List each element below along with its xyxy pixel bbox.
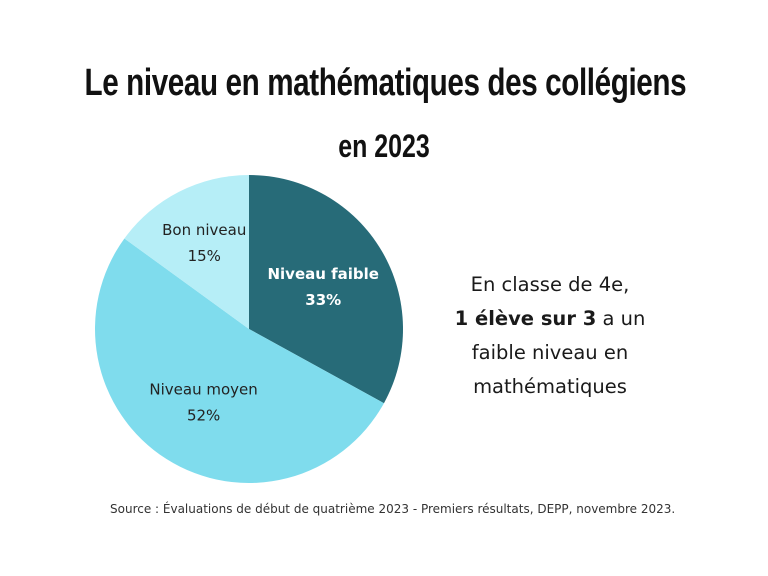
pie-slice-niveau-faible: [249, 175, 404, 404]
callout-text: En classe de 4e, 1 élève sur 3 a un faib…: [430, 268, 670, 404]
source-note: Source : Évaluations de début de quatriè…: [110, 502, 676, 516]
slice-label: Niveau faible: [267, 265, 379, 283]
callout-line-4: mathématiques: [473, 375, 627, 398]
pie-slice-bon-niveau: [124, 175, 249, 329]
callout-highlight: 1 élève sur 3: [454, 307, 597, 330]
chart-subtitle: en 2023: [338, 128, 430, 164]
callout-line-3: faible niveau en: [471, 341, 629, 364]
slice-value-label: 15%: [188, 247, 221, 265]
chart-title: Le niveau en mathématiques des collégien…: [84, 62, 687, 104]
pie-slice-niveau-moyen: [95, 238, 384, 484]
slice-label: Niveau moyen: [149, 381, 257, 399]
slice-value-label: 33%: [305, 291, 341, 309]
callout-line-1: En classe de 4e,: [470, 273, 630, 296]
callout-line-2-rest: a un: [596, 307, 646, 330]
callout-line-2: 1 élève sur 3 a un: [430, 302, 670, 336]
slice-label: Bon niveau: [162, 221, 246, 239]
slice-value-label: 52%: [187, 407, 220, 425]
